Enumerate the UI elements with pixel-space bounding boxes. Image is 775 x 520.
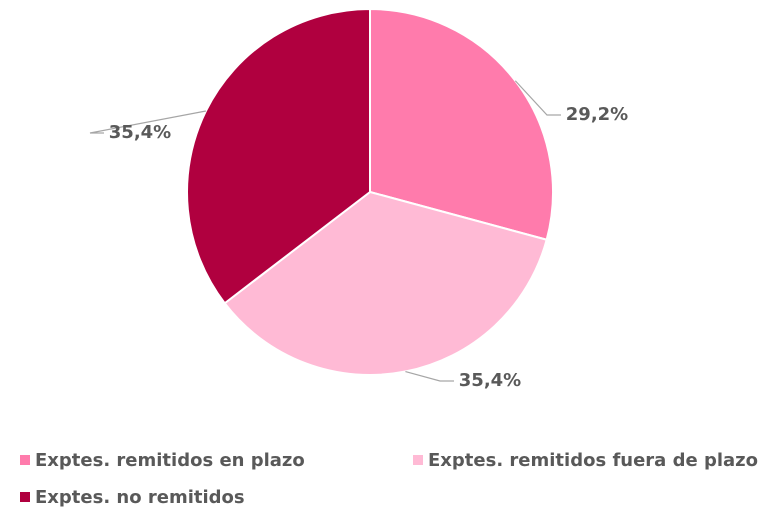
leader-line: [89, 110, 207, 134]
legend-swatch: [20, 492, 30, 502]
leader-line: [405, 370, 454, 382]
data-label: 35,4%: [109, 122, 171, 143]
leader-line: [514, 80, 561, 116]
legend-label: Exptes. remitidos fuera de plazo: [428, 450, 758, 471]
legend-label: Exptes. remitidos en plazo: [35, 450, 305, 471]
data-label: 29,2%: [566, 104, 628, 125]
pie-slice: [223, 190, 548, 376]
pie-slice: [186, 7, 371, 305]
data-label: 35,4%: [459, 370, 521, 391]
legend-swatch: [20, 455, 30, 465]
legend-label: Exptes. no remitidos: [35, 487, 245, 508]
legend-swatch: [413, 455, 423, 465]
